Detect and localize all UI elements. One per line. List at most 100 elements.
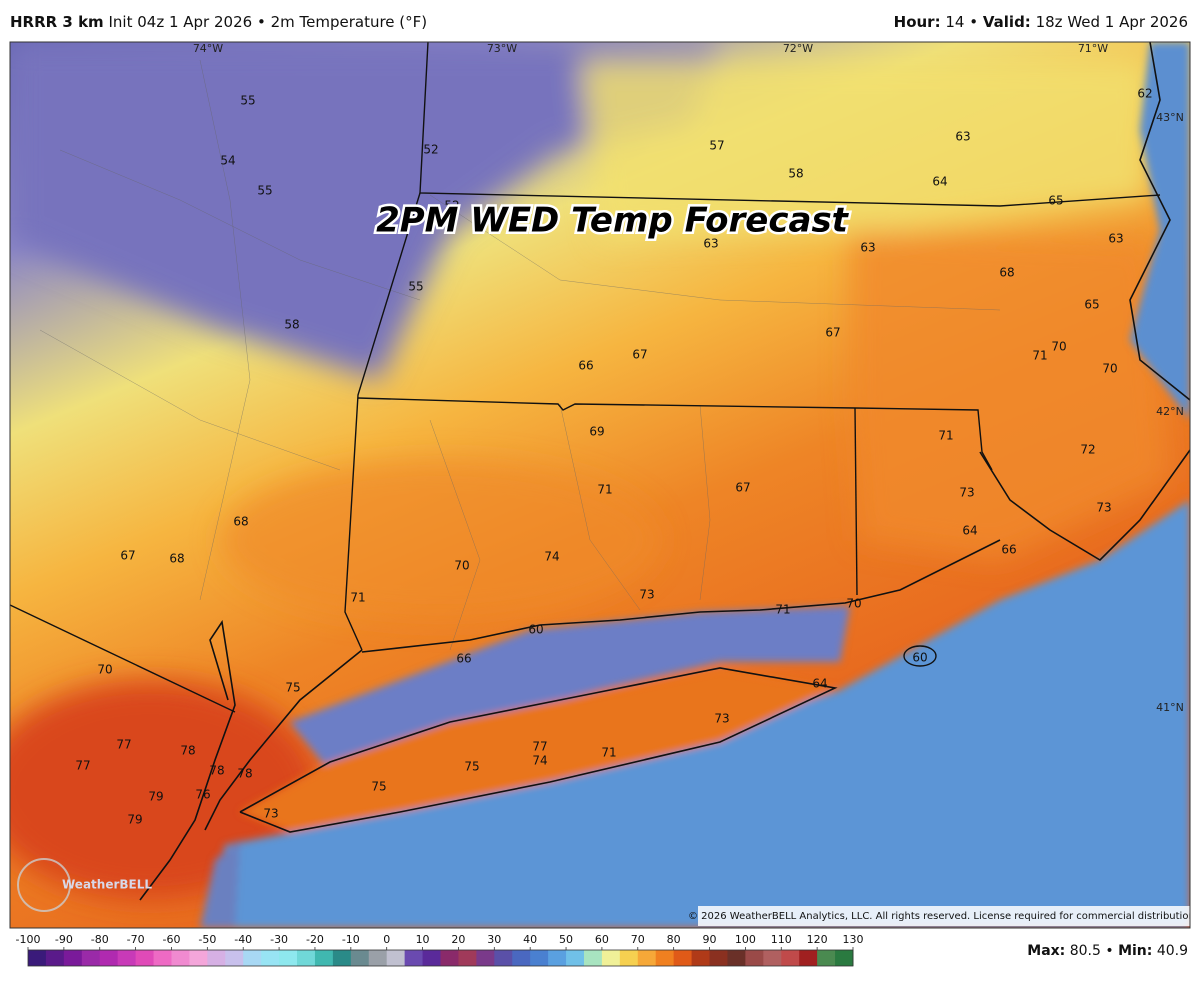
colorbar-segment [279,950,298,966]
temperature-label: 73 [263,807,278,821]
latitude-label: 42°N [1156,405,1184,418]
colorbar-segment [673,950,693,966]
colorbar-segment [404,950,424,966]
valid: 18z Wed 1 Apr 2026 [1036,13,1188,31]
field: 2m Temperature (°F) [271,13,428,31]
colorbar-tick-label: -20 [306,933,324,946]
warm-region [850,230,1170,560]
valid-label: Valid: [983,13,1031,31]
temperature-label: 69 [589,425,604,439]
longitude-label: 73°W [487,42,517,55]
colorbar-segment [99,950,119,966]
temperature-label: 64 [932,175,947,189]
colorbar-segment [189,950,208,966]
latitude-label: 43°N [1156,111,1184,124]
temperature-label: 75 [285,681,300,695]
temperature-label: 70 [97,663,112,677]
colorbar-segment [799,950,818,966]
temperature-label: 73 [639,588,654,602]
temperature-label: 71 [597,483,612,497]
init: Init 04z 1 Apr 2026 [108,13,252,31]
colorbar-segment [727,950,746,966]
temperature-label: 63 [955,130,970,144]
temperature-label: 52 [444,199,459,213]
colorbar-tick-label: -50 [198,933,216,946]
colorbar-segment [171,950,190,966]
latitude-label: 41°N [1156,701,1184,714]
logo-text: WeatherBELL [62,878,152,892]
colorbar-tick-label: -60 [162,933,180,946]
colorbar-tick-label: 80 [667,933,681,946]
temperature-label: 60 [528,623,543,637]
temperature-label: 67 [120,549,135,563]
temperature-label: 58 [284,318,299,332]
temperature-label: 76 [195,788,210,802]
temperature-label: 68 [233,515,248,529]
temperature-label: 67 [825,326,840,340]
temperature-label: 77 [75,759,90,773]
colorbar-tick-label: -70 [127,933,145,946]
temperature-label: 63 [703,237,718,251]
temperature-label: 71 [1032,349,1047,363]
temperature-label: 70 [1051,340,1066,354]
temperature-label: 71 [938,429,953,443]
colorbar-tick-label: 40 [523,933,537,946]
colorbar-tick-label: 90 [703,933,717,946]
colorbar-segment [261,950,280,966]
temperature-label: 74 [544,550,559,564]
colorbar-segment [314,950,334,966]
temperature-labels: 55 54 55 52 52 57 58 63 64 62 65 63 63 63 68 55 58 67 65 71… [75,87,1152,827]
colorbar-segment [422,950,441,966]
colorbar-tick-label: 70 [631,933,645,946]
colorbar-tick-label: 110 [771,933,792,946]
separator: • [969,13,978,31]
colorbar-tick-label: 60 [595,933,609,946]
min: 40.9 [1157,943,1188,959]
temperature-label: 73 [714,712,729,726]
temperature-label: 78 [180,744,195,758]
header-left: HRRR 3 km Init 04z 1 Apr 2026 • 2m Tempe… [10,13,427,31]
temperature-label: 78 [209,764,224,778]
temperature-label: 70 [846,597,861,611]
temperature-label: 74 [532,754,547,768]
temperature-label: 67 [735,481,750,495]
temperature-label: 55 [257,184,272,198]
colorbar-frame [27,949,854,967]
colorbar-tick-label: 100 [735,933,756,946]
max: 80.5 [1070,943,1101,959]
separator: • [257,13,266,31]
logo: WeatherBELL [17,858,152,912]
ocean [205,500,1190,928]
colorbar-segment [350,950,370,966]
colorbar-segment [28,950,47,966]
temperature-label: 73 [1096,501,1111,515]
colorbar-segment [81,950,101,966]
temperature-label: 67 [632,348,647,362]
temperature-label: 70 [454,559,469,573]
max-label: Max: [1027,943,1065,959]
temperature-label: 75 [464,760,479,774]
colorbar-segment [691,950,711,966]
overlay-title: 2PM WED Temp Forecast [376,201,850,241]
colorbar-tick-label: -30 [270,933,288,946]
temperature-label: 66 [456,652,471,666]
temperature-label: 71 [601,746,616,760]
colorbar-tick-label: -90 [55,933,73,946]
temperature-label: 64 [962,524,977,538]
temperature-label: 55 [240,94,255,108]
longitude-label: 72°W [783,42,813,55]
min-label: Min: [1118,943,1152,959]
colorbar: -100 -90 -80 -70 -60 -50 -40 -30 -20 -10 0 10 20 30 40… [16,933,864,967]
temperature-label: 78 [237,767,252,781]
model: HRRR 3 km [10,13,104,31]
copyright-box [698,906,1190,926]
water [200,42,1190,928]
temperature-label: 54 [220,154,235,168]
colorbar-segment [153,950,172,966]
temperature-label: 63 [1108,232,1123,246]
colorbar-segment [117,950,137,966]
temperature-label: 77 [116,738,131,752]
colorbar-tick-label: -80 [91,933,109,946]
temperature-label: 79 [127,813,142,827]
